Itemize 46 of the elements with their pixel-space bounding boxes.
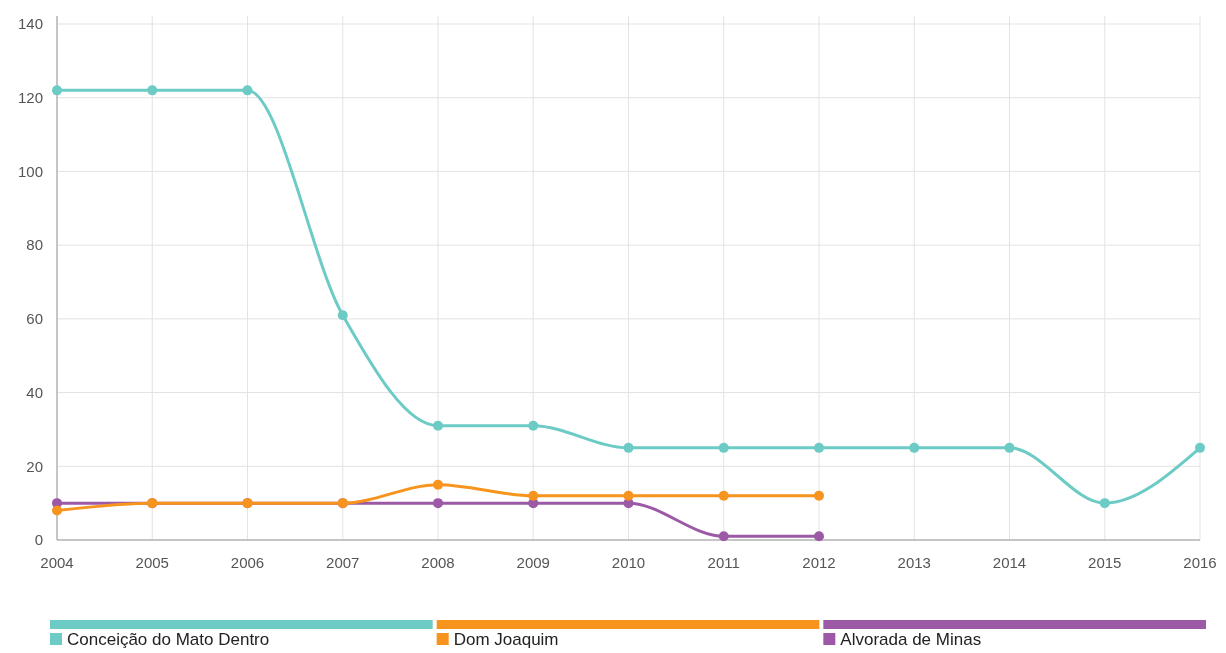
y-tick-label: 20 [26, 457, 43, 475]
point [718, 442, 729, 453]
x-tick-label: 2004 [40, 554, 74, 571]
legend-label: Alvorada de Minas [840, 630, 982, 649]
point [814, 531, 824, 542]
y-tick-label: 60 [26, 310, 43, 328]
point [814, 442, 824, 453]
x-tick-label: 2014 [992, 554, 1027, 571]
x-tick-label: 2007 [326, 554, 360, 571]
y-tick-label: 100 [17, 162, 43, 180]
y-tick-label: 40 [26, 383, 43, 401]
point [433, 420, 443, 431]
y-tick-label: 80 [26, 236, 43, 254]
x-tick-label: 2010 [611, 554, 646, 571]
x-tick-label: 2009 [516, 554, 550, 571]
x-tick-label: 2008 [421, 554, 455, 571]
x-tick-label: 2015 [1088, 554, 1122, 571]
point [718, 490, 729, 501]
point [1004, 442, 1015, 453]
point [1195, 442, 1205, 453]
x-tick-label: 2012 [802, 554, 836, 571]
point [433, 498, 443, 509]
x-tick-label: 2006 [230, 554, 265, 571]
x-tick-label: 2005 [135, 554, 169, 571]
x-tick-label: 2016 [1183, 554, 1217, 571]
x-tick-label: 2011 [707, 554, 740, 571]
point [623, 442, 634, 453]
point [52, 505, 62, 516]
point [718, 531, 729, 542]
point [52, 85, 62, 96]
point [528, 490, 539, 501]
legend-label: Dom Joaquim [453, 630, 559, 649]
point [528, 420, 539, 431]
point [337, 310, 348, 321]
y-tick-label: 140 [17, 15, 43, 33]
y-tick-label: 120 [17, 88, 43, 106]
x-tick-label: 2013 [897, 554, 931, 571]
legend-label: Conceição do Mato Dentro [67, 630, 270, 649]
point [1099, 498, 1110, 509]
point [909, 442, 920, 453]
y-tick-label: 0 [34, 531, 43, 549]
point [147, 85, 158, 96]
point [242, 85, 253, 96]
point [814, 490, 824, 501]
point [623, 490, 634, 501]
point [433, 479, 443, 490]
